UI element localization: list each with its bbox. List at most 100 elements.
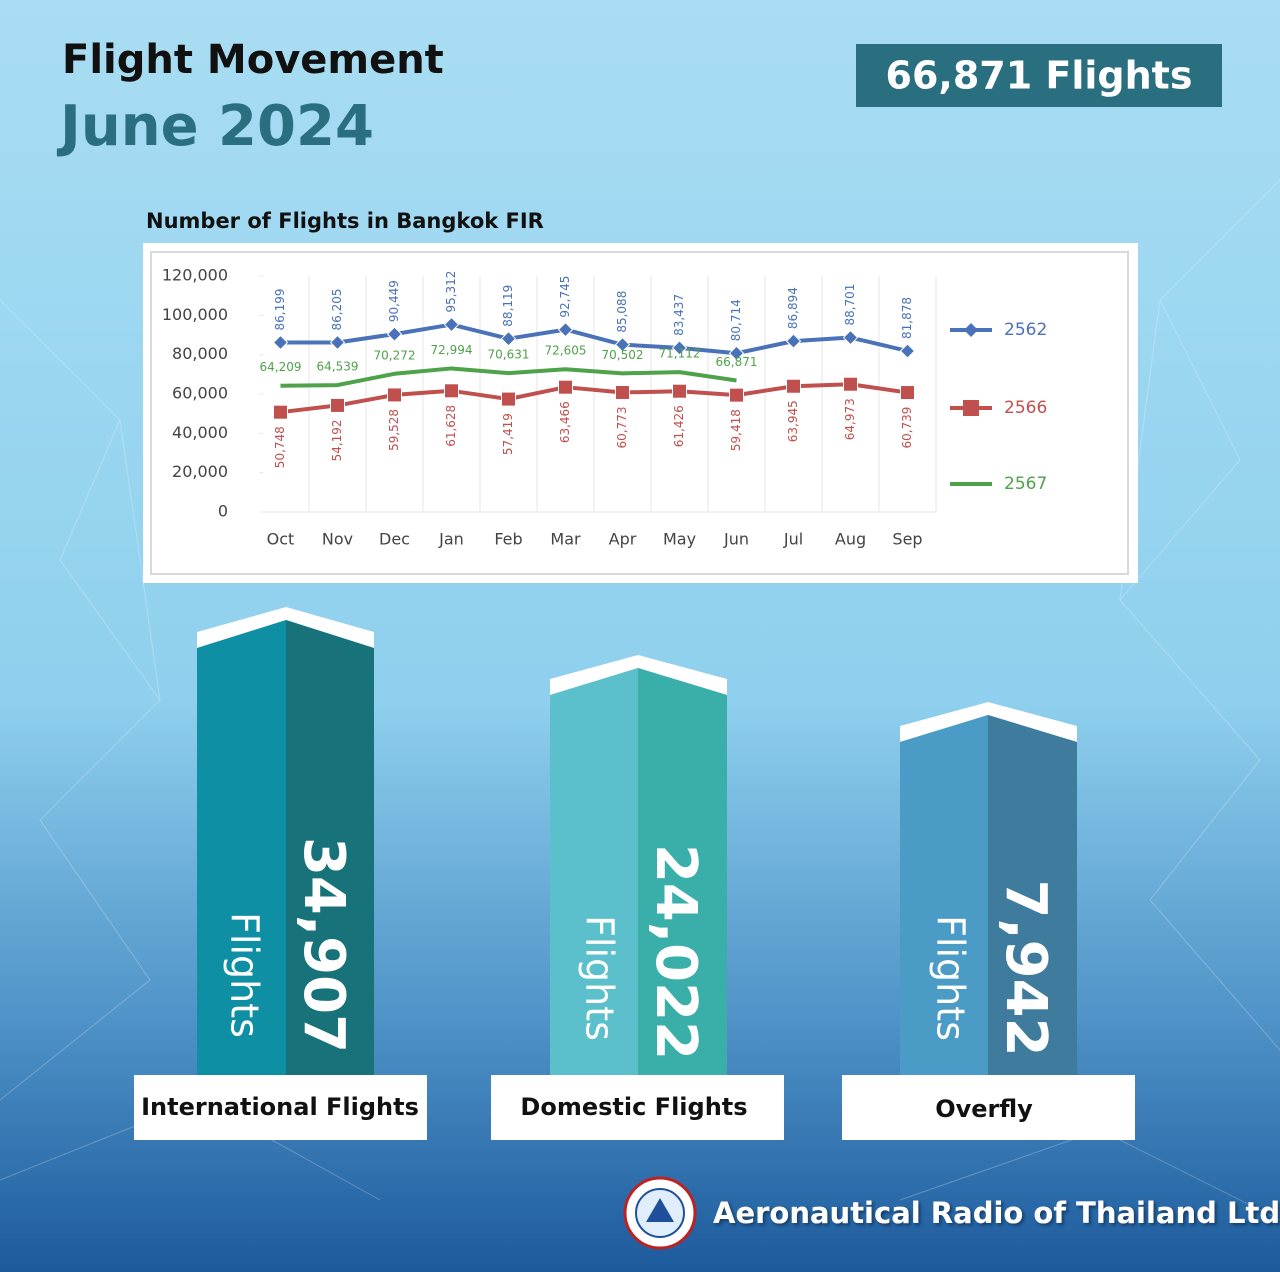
x-tick-label: Jun xyxy=(723,530,749,549)
value-label: 88,701 xyxy=(843,284,857,326)
x-tick-label: Mar xyxy=(550,530,581,549)
label-box xyxy=(491,1075,784,1140)
x-tick-label: Jul xyxy=(783,530,803,549)
value-label: 63,466 xyxy=(558,401,572,443)
value-label: 86,199 xyxy=(273,288,287,330)
value-label: 54,192 xyxy=(330,419,344,461)
x-tick-label: Sep xyxy=(892,530,922,549)
value-label: 66,871 xyxy=(716,355,758,369)
value-label: 60,739 xyxy=(900,407,914,449)
period: June 2024 xyxy=(56,94,374,159)
point xyxy=(386,326,403,342)
page-title: Flight Movement xyxy=(62,37,444,83)
x-tick-label: May xyxy=(663,530,696,549)
point xyxy=(500,330,517,347)
overfly-label: Overfly xyxy=(935,1095,1033,1123)
value-label: 72,605 xyxy=(545,344,587,358)
domestic-unit: Flights xyxy=(578,915,622,1041)
value-label: 86,205 xyxy=(330,288,344,330)
y-tick-label: 120,000 xyxy=(162,266,228,285)
x-tick-label: Apr xyxy=(609,530,637,549)
y-tick-label: 100,000 xyxy=(162,305,228,324)
point xyxy=(444,383,459,399)
value-label: 64,209 xyxy=(260,360,302,374)
legend-label: 2562 xyxy=(1004,320,1047,340)
value-label: 92,745 xyxy=(558,276,572,318)
point xyxy=(842,329,859,346)
legend-marker xyxy=(963,400,979,416)
x-tick-label: Jan xyxy=(438,530,464,549)
point xyxy=(614,336,631,353)
x-tick-label: Oct xyxy=(267,530,295,549)
value-label: 85,088 xyxy=(615,291,629,333)
domestic-label: Domestic Flights xyxy=(520,1093,747,1121)
network-decoration xyxy=(0,179,1280,1221)
value-label: 57,419 xyxy=(501,413,515,455)
y-tick-label: 60,000 xyxy=(172,384,228,403)
point xyxy=(272,334,289,351)
point xyxy=(387,387,402,403)
point xyxy=(843,376,858,392)
point xyxy=(557,321,574,338)
value-label: 59,528 xyxy=(387,409,401,451)
point xyxy=(785,333,802,349)
label-box xyxy=(842,1075,1135,1140)
point xyxy=(671,340,688,356)
point xyxy=(786,378,801,394)
value-label: 83,437 xyxy=(672,294,686,336)
y-tick-label: 20,000 xyxy=(172,462,228,481)
international-unit: Flights xyxy=(223,912,267,1038)
breakdown: 34,907 Flights International Flights 24,… xyxy=(134,837,1135,1140)
value-label: 80,714 xyxy=(729,299,743,341)
x-tick-label: Nov xyxy=(322,530,353,549)
y-tick-label: 40,000 xyxy=(172,423,228,442)
y-tick-label: 80,000 xyxy=(172,344,228,363)
international-value: 34,907 xyxy=(291,837,356,1053)
series-line xyxy=(280,366,737,388)
value-label: 90,449 xyxy=(387,280,401,322)
domestic-value: 24,022 xyxy=(643,844,708,1060)
value-label: 72,994 xyxy=(431,343,473,357)
point xyxy=(273,404,288,420)
label-box xyxy=(134,1075,427,1140)
point xyxy=(728,345,745,361)
chart-title: Number of Flights in Bangkok FIR xyxy=(146,209,544,233)
point xyxy=(615,384,630,400)
point xyxy=(443,316,460,333)
value-label: 70,272 xyxy=(374,348,416,362)
logo xyxy=(623,1176,697,1250)
point xyxy=(729,387,744,403)
pillars xyxy=(197,607,1077,1075)
line-chart: 0 20,000 40,000 60,000 80,000 100,000 120,000 O… xyxy=(162,266,1047,549)
x-tick-label: Dec xyxy=(379,530,410,549)
point xyxy=(900,385,915,401)
series-line xyxy=(280,322,908,356)
legend-marker xyxy=(964,323,978,337)
value-label: 64,973 xyxy=(843,398,857,440)
total-badge xyxy=(856,44,1222,107)
value-label: 61,628 xyxy=(444,405,458,447)
value-label: 70,502 xyxy=(602,348,644,362)
value-label: 63,945 xyxy=(786,400,800,442)
value-label: 71,112 xyxy=(659,347,701,361)
legend-label: 2567 xyxy=(1004,474,1047,494)
y-tick-label: 0 xyxy=(218,502,228,521)
value-label: 95,312 xyxy=(444,271,458,313)
value-label: 64,539 xyxy=(317,360,359,374)
value-label: 59,418 xyxy=(729,409,743,451)
value-label: 86,894 xyxy=(786,287,800,329)
point xyxy=(501,391,516,407)
value-label: 81,878 xyxy=(900,297,914,339)
overfly-unit: Flights xyxy=(929,915,973,1041)
value-label: 88,119 xyxy=(501,285,515,327)
organization: Aeronautical Radio of Thailand Ltd. xyxy=(713,1196,1280,1230)
international-label: International Flights xyxy=(141,1093,419,1121)
point xyxy=(329,334,346,351)
chart-frame xyxy=(150,251,1129,575)
point xyxy=(672,383,687,399)
value-label: 60,773 xyxy=(615,406,629,448)
total-flights: 66,871 Flights xyxy=(886,54,1193,98)
x-tick-label: Aug xyxy=(835,530,866,549)
value-label: 50,748 xyxy=(273,426,287,468)
